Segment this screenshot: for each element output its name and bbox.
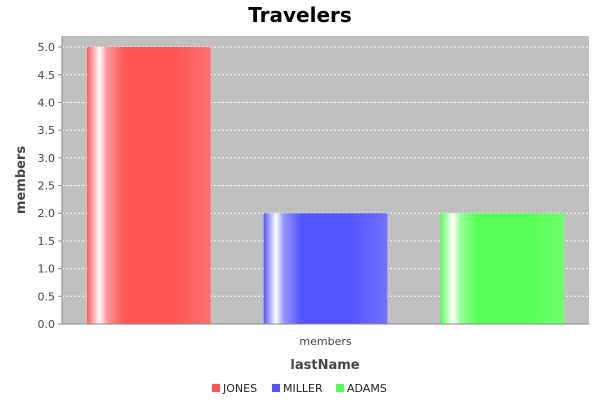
legend-label-adams: ADAMS bbox=[347, 382, 387, 395]
bar-jones bbox=[87, 47, 211, 324]
y-axis-ticks: 0.0 0.5 1.0 1.5 2.0 2.5 3.0 3.5 4.0 4.5 5.0 bbox=[38, 41, 62, 331]
y-tick-label: 1.5 bbox=[38, 235, 56, 248]
legend-label-jones: JONES bbox=[222, 382, 257, 395]
legend: JONES MILLER ADAMS bbox=[212, 382, 387, 395]
y-tick-label: 2.5 bbox=[38, 180, 56, 193]
chart-title: Travelers bbox=[248, 3, 352, 27]
y-tick-label: 2.0 bbox=[38, 207, 56, 220]
y-tick-label: 3.5 bbox=[38, 124, 56, 137]
legend-swatch-jones bbox=[212, 384, 220, 392]
bars bbox=[87, 47, 564, 324]
y-tick-label: 4.5 bbox=[38, 69, 56, 82]
y-axis-label: members bbox=[14, 146, 29, 214]
y-tick-label: 5.0 bbox=[38, 41, 56, 54]
legend-swatch-miller bbox=[272, 384, 280, 392]
x-axis-ticks: members bbox=[299, 335, 351, 348]
y-tick-label: 3.0 bbox=[38, 152, 56, 165]
x-axis-label: lastName bbox=[290, 358, 359, 373]
y-tick-label: 0.5 bbox=[38, 290, 56, 303]
legend-swatch-adams bbox=[336, 384, 344, 392]
legend-label-miller: MILLER bbox=[283, 382, 323, 395]
x-tick-label: members bbox=[299, 335, 351, 348]
y-tick-label: 0.0 bbox=[38, 318, 56, 331]
y-tick-label: 1.0 bbox=[38, 263, 56, 276]
bar-miller bbox=[263, 213, 388, 324]
y-tick-label: 4.0 bbox=[38, 96, 56, 109]
bar-adams bbox=[440, 213, 564, 324]
